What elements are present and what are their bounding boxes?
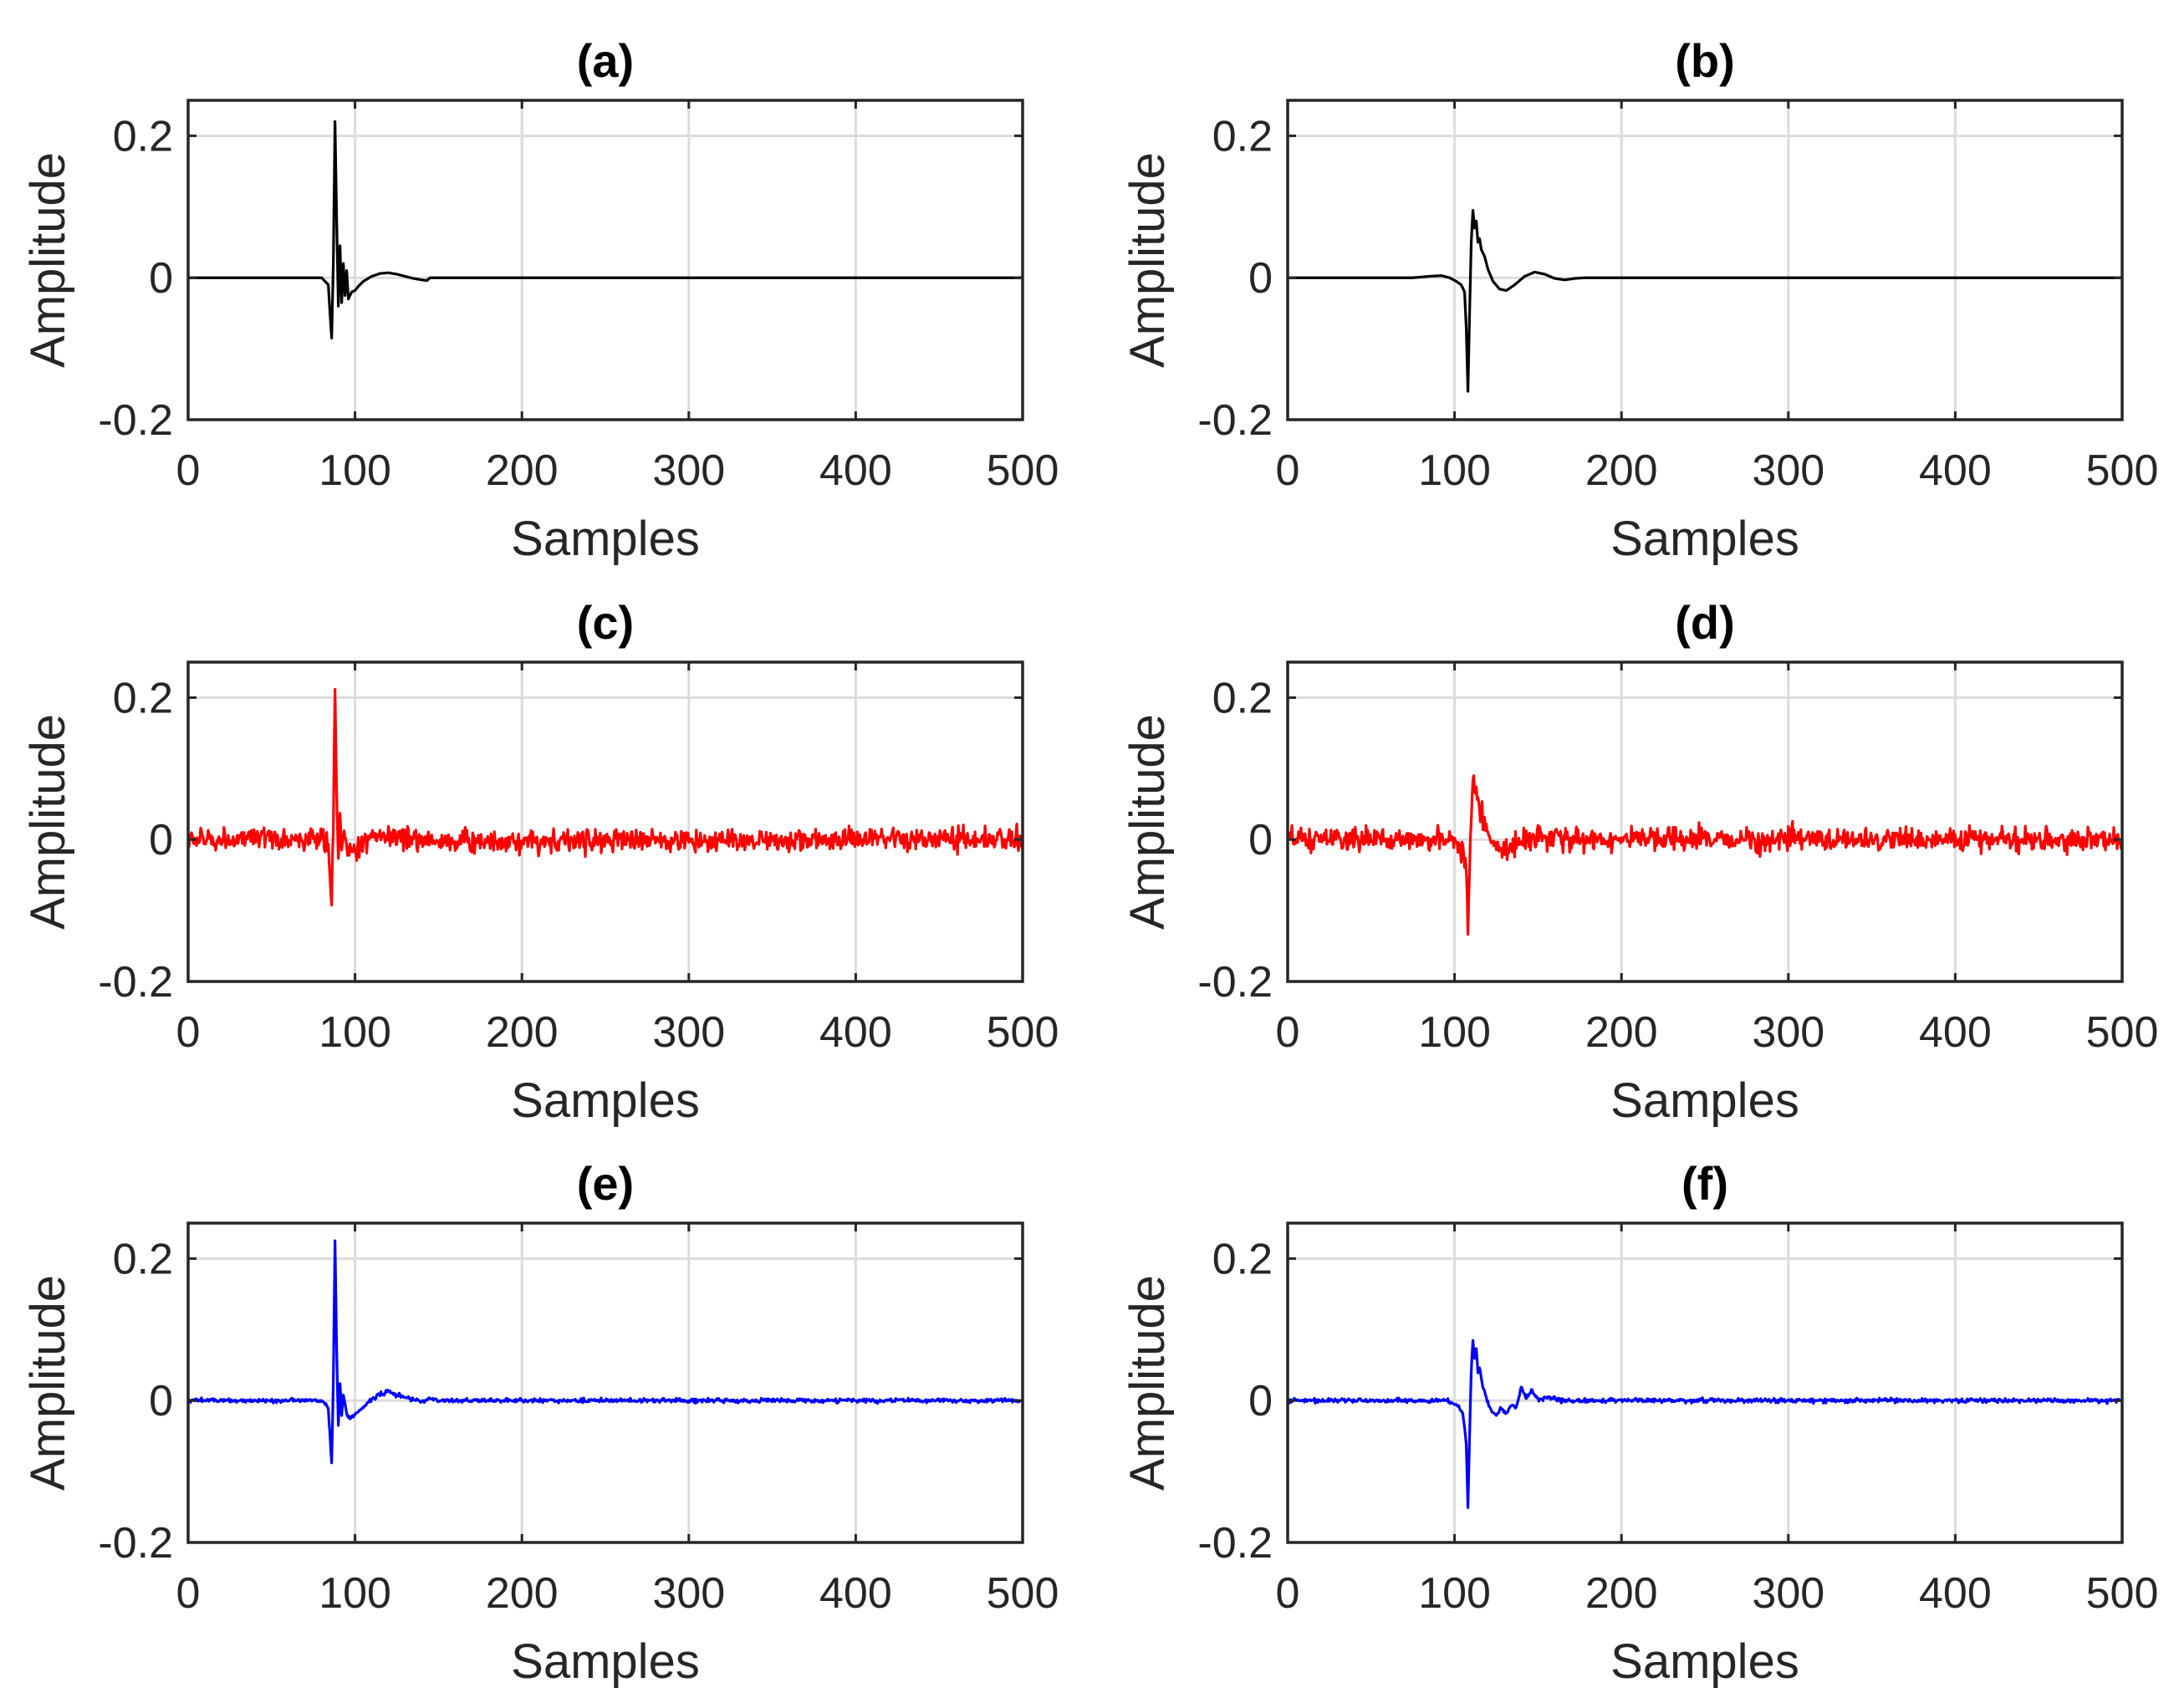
x-tick-label: 0 (176, 1569, 201, 1618)
x-tick-label: 500 (987, 1569, 1059, 1618)
axes-box (186, 1221, 1024, 1544)
x-tick-label: 300 (1752, 1008, 1824, 1057)
y-tick-label: -0.2 (98, 958, 173, 1007)
axes-box (186, 660, 1024, 983)
x-tick-label: 200 (486, 1008, 559, 1057)
x-tick-label: 400 (819, 1008, 892, 1057)
x-tick-label: 200 (1585, 1008, 1658, 1057)
x-tick-label: 400 (1919, 446, 1992, 495)
panel-c: 0 100 200 300 400 500-0.200.2(c)SamplesAmplit… (21, 596, 1059, 1128)
x-tick-label: 0 (176, 1008, 201, 1057)
x-tick-label: 300 (652, 1008, 725, 1057)
x-tick-label: 300 (652, 1569, 725, 1618)
panel-title: (d) (1675, 596, 1735, 649)
signal-line-a (187, 120, 1023, 339)
x-tick-label: 200 (486, 1569, 559, 1618)
axes-box (1286, 1221, 2124, 1544)
y-axis-label: Amplitude (1120, 714, 1175, 930)
y-axis-label: Amplitude (21, 714, 75, 930)
panel-title: (b) (1675, 34, 1735, 87)
y-tick-label: 0.2 (1212, 1235, 1273, 1283)
x-tick-label: 0 (1276, 1008, 1300, 1057)
x-axis-label: Samples (1610, 512, 1799, 566)
x-tick-label: 100 (319, 446, 391, 495)
x-tick-label: 200 (1585, 1569, 1658, 1618)
y-tick-label: 0.2 (113, 1235, 173, 1283)
panel-e: 0 100 200 300 400 500-0.200.2(e)SamplesAmplit… (21, 1157, 1059, 1689)
y-tick-label: 0 (149, 1377, 173, 1425)
y-tick-label: -0.2 (1197, 1519, 1273, 1568)
x-tick-label: 100 (1418, 1569, 1491, 1618)
x-tick-label: 300 (1752, 1569, 1824, 1618)
x-tick-label: 500 (2086, 446, 2159, 495)
y-tick-label: -0.2 (1197, 396, 1273, 445)
x-axis-label: Samples (511, 1073, 700, 1128)
x-tick-label: 100 (319, 1569, 391, 1618)
x-tick-label: 400 (819, 446, 892, 495)
panel-a: 0 100 200 300 400 500-0.200.2(a)SamplesAmplit… (21, 34, 1059, 566)
y-tick-label: 0 (1248, 816, 1273, 864)
y-tick-label: 0.2 (1212, 112, 1273, 161)
axes-box (1286, 99, 2124, 421)
axes-box (1286, 660, 2124, 983)
y-tick-label: 0 (149, 816, 173, 864)
y-axis-label: Amplitude (21, 152, 75, 368)
signal-line-d (1286, 774, 2124, 936)
y-tick-label: -0.2 (98, 396, 173, 445)
x-tick-label: 300 (1752, 446, 1824, 495)
x-tick-label: 500 (2086, 1569, 2159, 1618)
signal-line-c (186, 687, 1024, 907)
y-axis-label: Amplitude (1120, 1275, 1175, 1491)
x-tick-label: 400 (1919, 1008, 1992, 1057)
x-tick-label: 500 (987, 1008, 1059, 1057)
panel-title: (c) (577, 596, 634, 649)
y-tick-label: 0.2 (113, 674, 173, 722)
x-axis-label: Samples (511, 512, 700, 566)
x-tick-label: 500 (2086, 1008, 2159, 1057)
y-axis-label: Amplitude (1120, 152, 1175, 368)
panel-title: (a) (577, 34, 634, 87)
y-tick-label: 0.2 (113, 112, 173, 161)
x-tick-label: 300 (652, 446, 725, 495)
x-tick-label: 400 (819, 1569, 892, 1618)
y-tick-label: 0 (1248, 1377, 1273, 1425)
panel-d: 0 100 200 300 400 500-0.200.2(d)SamplesAmplit… (1120, 596, 2158, 1128)
signal-line-e (186, 1239, 1023, 1465)
x-tick-label: 0 (176, 446, 201, 495)
x-tick-label: 200 (486, 446, 559, 495)
y-tick-label: 0 (1248, 254, 1273, 303)
x-tick-label: 100 (1418, 1008, 1491, 1057)
x-tick-label: 100 (1418, 446, 1491, 495)
x-tick-label: 200 (1585, 446, 1658, 495)
panel-title: (f) (1681, 1157, 1728, 1210)
x-tick-label: 100 (319, 1008, 391, 1057)
y-tick-label: 0 (149, 254, 173, 303)
x-tick-label: 400 (1919, 1569, 1992, 1618)
x-tick-label: 0 (1276, 1569, 1300, 1618)
panel-f: 0 100 200 300 400 500-0.200.2(f)SamplesAmplit… (1120, 1157, 2158, 1689)
signal-line-f (1286, 1338, 2123, 1509)
panel-b: 0 100 200 300 400 500-0.200.2(b)SamplesAmplit… (1120, 34, 2158, 566)
axes-box (186, 99, 1024, 421)
y-tick-label: 0.2 (1212, 674, 1273, 722)
y-tick-label: -0.2 (98, 1519, 173, 1568)
panel-title: (e) (577, 1157, 634, 1210)
signal-line-b (1287, 208, 2123, 393)
y-tick-label: -0.2 (1197, 958, 1273, 1007)
x-tick-label: 500 (987, 446, 1059, 495)
x-axis-label: Samples (1610, 1634, 1799, 1689)
x-tick-label: 0 (1276, 446, 1300, 495)
x-axis-label: Samples (511, 1634, 700, 1689)
x-axis-label: Samples (1610, 1073, 1799, 1128)
y-axis-label: Amplitude (21, 1275, 75, 1491)
